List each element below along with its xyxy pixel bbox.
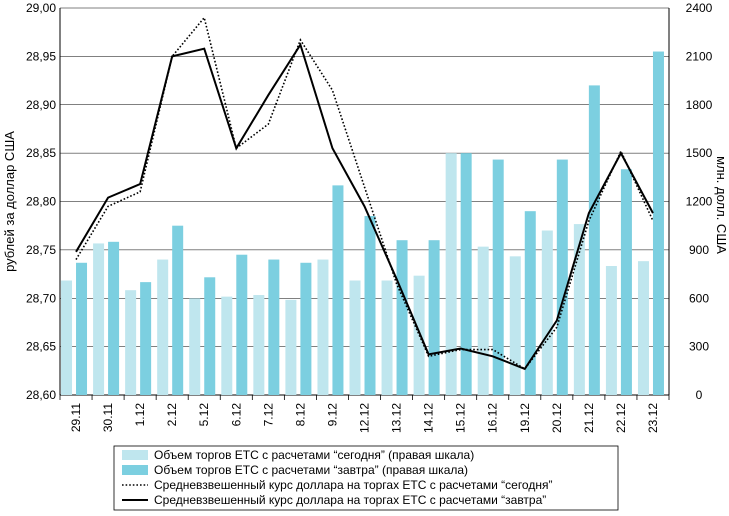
bar-tomorrow	[460, 153, 472, 395]
x-tick-label: 8.12	[293, 403, 307, 427]
line-tomorrow	[75, 42, 654, 371]
bar-tomorrow	[428, 240, 440, 395]
y-left-tick-label: 28,65	[26, 340, 56, 354]
bar-tomorrow	[204, 277, 216, 395]
x-tick-label: 23.12	[646, 403, 660, 433]
bar-today	[637, 261, 649, 395]
bar-today	[125, 290, 137, 395]
y-right-tick-label: 2100	[686, 49, 713, 63]
y-left-tick-label: 28,75	[26, 243, 56, 257]
bar-tomorrow	[364, 216, 376, 395]
legend-label: Средневзвешенный курс доллара на торгах …	[154, 493, 546, 507]
bar-tomorrow	[108, 241, 120, 395]
x-tick-label: 29.11	[69, 403, 83, 432]
bar-tomorrow	[76, 262, 88, 395]
bar-tomorrow	[652, 51, 664, 395]
x-tick-label: 13.12	[390, 403, 404, 433]
bar-today	[509, 256, 521, 395]
bar-today	[381, 280, 393, 395]
bar-today	[285, 299, 297, 395]
bar-tomorrow	[332, 185, 344, 395]
x-tick-label: 5.12	[197, 403, 211, 427]
bar-tomorrow	[588, 85, 600, 396]
y-right-tick-label: 900	[689, 243, 709, 257]
bar-today	[573, 224, 585, 395]
x-tick-label: 20.12	[550, 403, 564, 433]
bar-tomorrow	[492, 159, 504, 395]
x-tick-label: 15.12	[454, 403, 468, 433]
y-right-tick-label: 1800	[686, 98, 713, 112]
legend-swatch	[122, 450, 148, 460]
bar-today	[93, 243, 105, 395]
x-tick-label: 2.12	[165, 403, 179, 427]
bar-today	[349, 280, 361, 395]
legend-label: Объем торгов ЕТС с расчетами “завтра” (п…	[154, 463, 468, 477]
y-left-tick-label: 28,60	[26, 388, 56, 402]
bar-today	[445, 153, 457, 395]
bar-tomorrow	[524, 211, 536, 395]
y-left-tick-label: 29,00	[26, 1, 56, 15]
bar-today	[61, 280, 73, 395]
bar-today	[605, 266, 617, 395]
bar-today	[157, 259, 169, 395]
x-tick-label: 9.12	[325, 403, 339, 427]
y-left-tick-label: 28,90	[26, 98, 56, 112]
x-tick-label: 16.12	[486, 403, 500, 433]
bar-tomorrow	[236, 254, 248, 395]
x-tick-label: 30.11	[101, 403, 115, 432]
x-tick-label: 1.12	[133, 403, 147, 427]
x-tick-label: 21.12	[582, 403, 596, 433]
x-tick-label: 7.12	[261, 403, 275, 427]
line-today	[75, 15, 654, 370]
y-right-tick-label: 0	[696, 388, 703, 402]
bar-tomorrow	[396, 240, 408, 395]
bar-today	[221, 296, 233, 395]
y-left-axis-label: рублей за доллар США	[2, 131, 17, 272]
legend-label: Средневзвешенный курс доллара на торгах …	[154, 478, 552, 492]
bar-tomorrow	[172, 225, 184, 395]
y-left-tick-label: 28,95	[26, 49, 56, 63]
bar-tomorrow	[556, 159, 568, 395]
y-right-axis-label: млн. долл. США	[714, 156, 729, 254]
bar-today	[477, 246, 489, 395]
y-right-tick-label: 2400	[686, 1, 713, 15]
x-tick-label: 6.12	[229, 403, 243, 427]
y-left-tick-label: 28,80	[26, 195, 56, 209]
bar-tomorrow	[140, 282, 152, 395]
legend-box	[113, 445, 619, 511]
bar-today	[541, 230, 553, 395]
x-tick-label: 19.12	[518, 403, 532, 433]
legend-swatch	[122, 465, 148, 475]
y-left-tick-label: 28,85	[26, 146, 56, 160]
y-right-tick-label: 600	[689, 291, 709, 305]
y-right-tick-label: 300	[689, 340, 709, 354]
x-tick-label: 22.12	[614, 403, 628, 433]
bar-tomorrow	[620, 169, 632, 395]
bar-today	[253, 295, 265, 395]
y-right-tick-label: 1200	[686, 195, 713, 209]
bar-tomorrow	[300, 262, 312, 395]
y-left-tick-label: 28,70	[26, 291, 56, 305]
bar-today	[189, 298, 201, 395]
y-right-tick-label: 1500	[686, 146, 713, 160]
x-tick-label: 12.12	[358, 403, 372, 433]
bar-today	[317, 259, 329, 395]
x-tick-label: 14.12	[422, 403, 436, 433]
legend-label: Объем торгов ЕТС с расчетами “сегодня” (…	[154, 448, 474, 462]
bar-tomorrow	[268, 259, 280, 395]
